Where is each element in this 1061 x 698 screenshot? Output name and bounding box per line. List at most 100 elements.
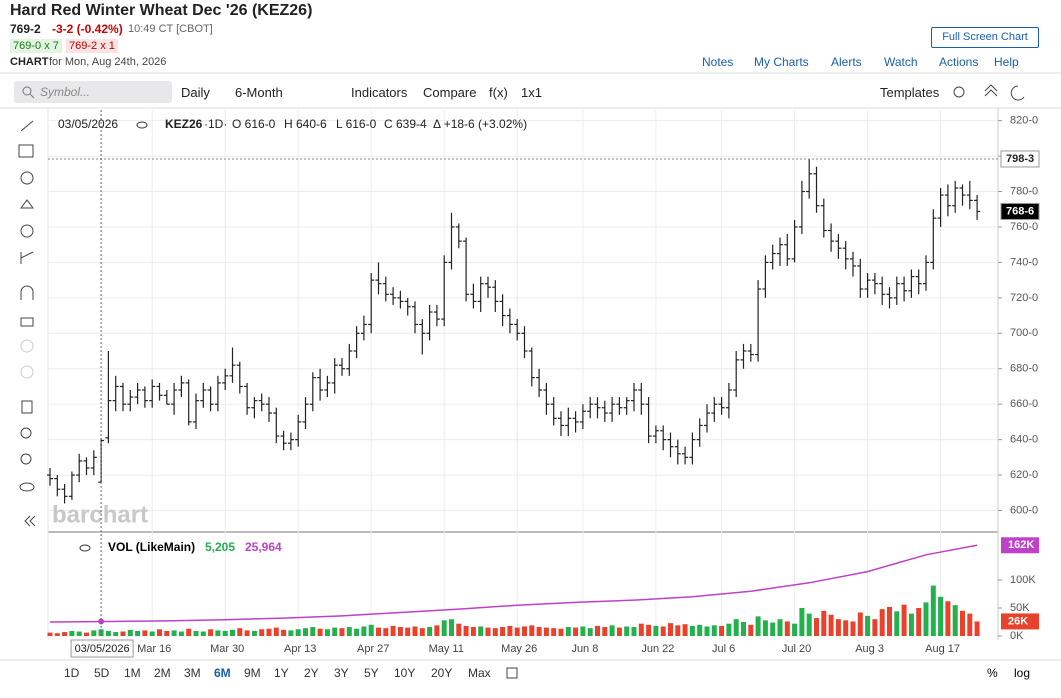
- volume-bar: [500, 627, 506, 636]
- period-menu[interactable]: 6-Month: [235, 85, 283, 100]
- range-button[interactable]: 20Y: [431, 666, 452, 680]
- legend-high: H 640-6: [284, 117, 327, 131]
- ohlc-bar: [667, 432, 674, 458]
- ohlc-bar: [718, 397, 725, 415]
- side-toolbar: [18, 120, 36, 527]
- volume-bar: [324, 629, 330, 636]
- volume-bar: [741, 622, 746, 636]
- ohlc-bar: [390, 287, 397, 305]
- ohlc-bar: [470, 283, 477, 309]
- ohlc-bar: [631, 382, 637, 412]
- volume-bar: [361, 626, 367, 636]
- ohlc-bar: [813, 166, 820, 213]
- compare-menu[interactable]: Compare: [423, 85, 477, 100]
- range-button[interactable]: 1M: [124, 666, 141, 680]
- range-button[interactable]: 3M: [184, 666, 201, 680]
- ohlc-bar: [652, 425, 659, 444]
- y-tick-label: 780-0: [1010, 185, 1038, 197]
- volume-bar: [762, 620, 768, 636]
- volume-bar: [259, 629, 265, 636]
- volume-bar: [507, 625, 513, 636]
- x-tick-label: May 26: [501, 643, 537, 655]
- volume-bar: [208, 629, 214, 636]
- volume-bar: [887, 606, 892, 636]
- ohlc-bar: [229, 347, 236, 383]
- range-button[interactable]: 1Y: [274, 666, 289, 680]
- volume-bar: [456, 623, 462, 636]
- ohlc-bar: [360, 315, 367, 341]
- ohlc-bar: [952, 180, 959, 213]
- volume-bar: [872, 619, 878, 636]
- ohlc-bar: [141, 386, 148, 408]
- ohlc-bar: [623, 397, 630, 415]
- volume-bar: [69, 630, 75, 636]
- volume-bar: [514, 627, 520, 636]
- range-button[interactable]: Max: [468, 666, 491, 680]
- alerts-link[interactable]: Alerts: [831, 55, 862, 69]
- full-screen-button[interactable]: Full Screen Chart: [931, 27, 1039, 48]
- legend-interval: ·1D·: [204, 117, 227, 131]
- y-tick-label: 660-0: [1010, 398, 1038, 410]
- volume-bar: [522, 626, 527, 636]
- percent-toggle[interactable]: %: [987, 666, 998, 680]
- volume-bar: [587, 628, 593, 636]
- volume-bar: [952, 605, 958, 636]
- volume-bar: [281, 629, 287, 636]
- symbol-search[interactable]: [14, 81, 172, 103]
- ohlc-bar: [339, 358, 345, 376]
- notes-link[interactable]: Notes: [702, 55, 734, 69]
- volume-bar: [376, 627, 381, 636]
- actions-link[interactable]: Actions: [939, 55, 979, 69]
- volume-bar: [536, 627, 542, 636]
- volume-bar: [814, 618, 819, 636]
- templates-menu[interactable]: Templates: [880, 85, 940, 100]
- ohlc-bar: [696, 418, 703, 447]
- fx-menu[interactable]: f(x): [489, 85, 508, 100]
- ohlc-bar: [609, 397, 616, 422]
- ohlc-bar: [908, 269, 915, 298]
- log-toggle[interactable]: log: [1014, 666, 1030, 680]
- price-tag-label: 798-3: [1006, 153, 1034, 165]
- help-link[interactable]: Help: [994, 55, 1019, 69]
- ohlc-bar: [558, 411, 564, 437]
- ohlc-bar: [879, 276, 886, 305]
- range-button[interactable]: 10Y: [394, 666, 415, 680]
- volume-bar: [397, 627, 403, 636]
- symbol-placeholder[interactable]: Symbol...: [40, 85, 91, 99]
- volume-bar: [543, 627, 549, 636]
- volume-bar: [879, 609, 885, 636]
- ohlc-bar: [207, 386, 214, 412]
- range-button[interactable]: 2M: [154, 666, 171, 680]
- ohlc-bar: [214, 375, 221, 412]
- ohlc-bar: [287, 432, 294, 451]
- my-charts-link[interactable]: My Charts: [754, 55, 809, 69]
- ohlc-bar: [850, 251, 856, 277]
- range-button[interactable]: 5D: [94, 666, 110, 680]
- y-tick-label: 0K: [1010, 630, 1024, 642]
- ohlc-bar: [47, 467, 53, 486]
- range-button[interactable]: 3Y: [334, 666, 349, 680]
- volume-bar: [558, 628, 564, 636]
- last-price: 769-2: [10, 22, 41, 36]
- volume-bar: [171, 630, 177, 636]
- y-tick-label: 600-0: [1010, 504, 1038, 516]
- layout-menu[interactable]: 1x1: [521, 85, 542, 100]
- price-change: -3-2 (-0.42%): [52, 22, 123, 36]
- interval-menu[interactable]: Daily: [181, 85, 210, 100]
- range-button[interactable]: 2Y: [304, 666, 319, 680]
- volume-bar: [784, 621, 790, 636]
- range-button[interactable]: 1D: [64, 666, 80, 680]
- range-button[interactable]: 6M: [214, 666, 231, 680]
- watch-link[interactable]: Watch: [884, 55, 918, 69]
- range-button[interactable]: 9M: [244, 666, 261, 680]
- ohlc-bar: [747, 343, 754, 362]
- ohlc-bar: [171, 382, 178, 415]
- volume-bar: [251, 630, 257, 636]
- range-button[interactable]: 5Y: [364, 666, 379, 680]
- x-tick-label: Mar 16: [137, 643, 171, 655]
- ohlc-bar: [791, 219, 798, 263]
- indicators-menu[interactable]: Indicators: [351, 85, 408, 100]
- ohlc-bar: [90, 450, 97, 476]
- ohlc-bar: [54, 475, 61, 497]
